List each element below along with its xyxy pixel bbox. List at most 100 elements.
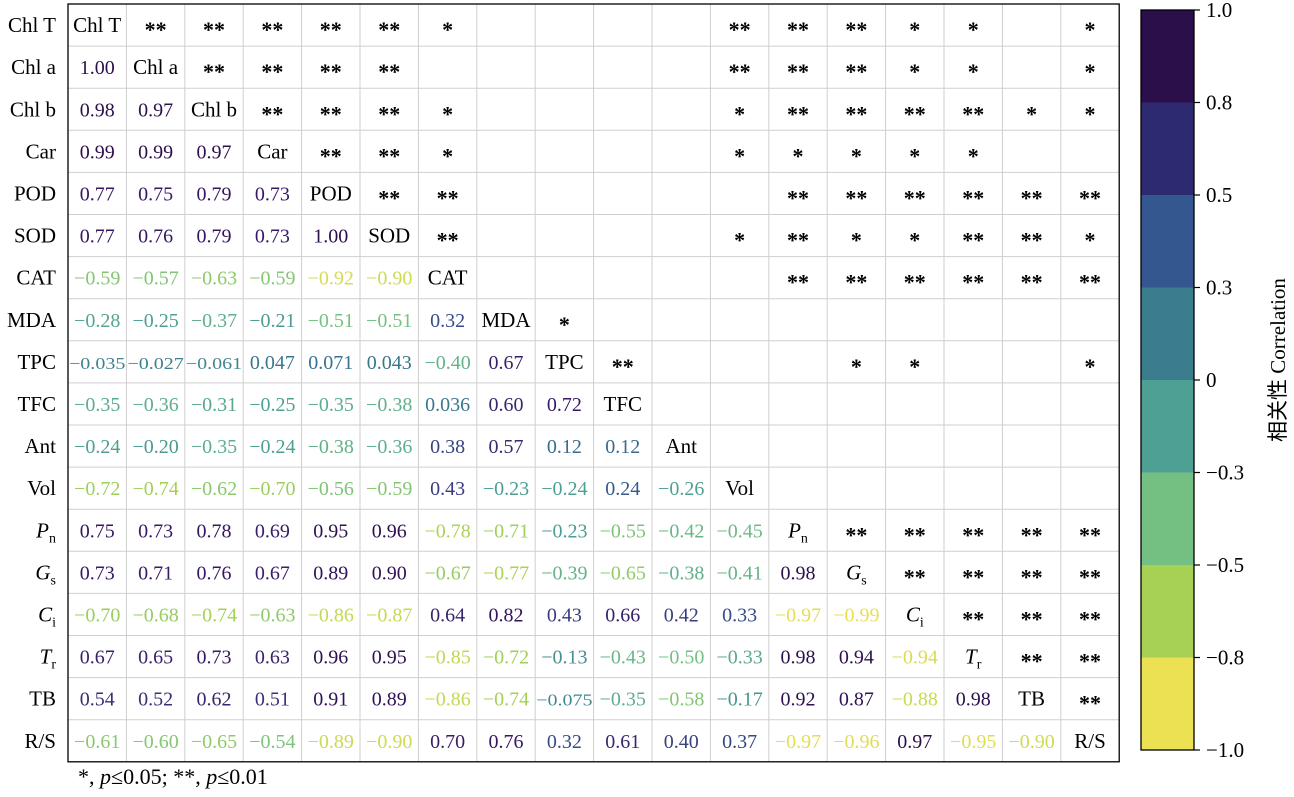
significance-mark: ** [1021,649,1043,674]
row-label-cat: CAT [16,266,56,290]
correlation-value: −0.42 [658,520,704,542]
correlation-value: 0.98 [80,99,115,121]
colorbar-tick-label: 0.3 [1206,276,1232,300]
significance-mark: * [851,228,862,253]
significance-mark: * [851,143,862,168]
correlation-value: −0.68 [132,604,178,626]
diagonal-label-chlt: Chl T [73,13,121,37]
correlation-value: −0.59 [366,478,412,500]
correlation-value: −0.24 [249,436,295,458]
correlation-value: 0.24 [605,478,640,500]
correlation-value: −0.62 [191,478,237,500]
significance-mark: * [968,59,979,84]
correlation-value: −0.37 [191,310,237,332]
correlation-value: 0.76 [197,562,232,584]
significance-mark: ** [378,143,400,168]
significance-mark: ** [1079,564,1101,589]
correlation-value: −0.075 [536,691,592,710]
correlation-value: −0.72 [483,647,529,669]
correlation-value: −0.70 [74,604,120,626]
colorbar-tick-label: −0.5 [1206,553,1244,577]
correlation-value: 0.94 [839,647,874,669]
row-label-mda: MDA [7,308,57,332]
significance-mark: ** [962,185,984,210]
significance-mark: ** [320,17,342,42]
row-label-chla: Chl a [11,55,57,79]
correlation-value: 0.73 [255,226,290,248]
significance-mark: ** [845,270,867,295]
correlation-value: −0.97 [775,604,821,626]
correlation-value: 0.77 [80,183,115,205]
significance-mark: ** [378,185,400,210]
significance-mark: ** [845,101,867,126]
correlation-value: 0.65 [138,647,173,669]
correlation-value: 0.72 [547,394,582,416]
colorbar-tick-label: −0.3 [1206,461,1244,485]
footnote-sig2-mark: ** [173,764,196,789]
significance-mark: ** [437,185,459,210]
correlation-value: −0.86 [308,604,354,626]
significance-mark: * [851,354,862,379]
correlation-value: 0.12 [547,436,582,458]
significance-mark: * [734,143,745,168]
correlation-value: 0.043 [367,352,412,374]
correlation-value: 0.79 [197,226,232,248]
significance-mark: ** [962,101,984,126]
correlation-value: 0.43 [547,604,582,626]
significance-mark: ** [845,59,867,84]
correlation-value: −0.86 [424,689,470,711]
significance-mark: * [1085,59,1096,84]
row-label-rs: R/S [24,729,56,753]
row-label-vol: Vol [27,476,56,500]
correlation-value: 0.67 [489,352,524,374]
significance-mark: ** [845,185,867,210]
significance-footnote: *, p≤0.05; **, p≤0.01 [78,764,268,789]
significance-mark: * [793,143,804,168]
significance-mark: * [1085,228,1096,253]
significance-mark: ** [904,522,926,547]
correlation-value: 0.71 [138,562,173,584]
row-label-tr: Tr [40,645,57,673]
correlation-value: −0.35 [74,394,120,416]
significance-mark: ** [845,522,867,547]
significance-mark: * [1085,17,1096,42]
significance-mark: ** [1021,228,1043,253]
significance-mark: * [442,143,453,168]
correlation-value: −0.77 [483,562,529,584]
significance-mark: ** [320,59,342,84]
significance-mark: ** [261,101,283,126]
colorbar-tick-label: 0.8 [1206,91,1232,115]
correlation-value: −0.87 [366,604,412,626]
correlation-value: 0.071 [308,352,353,374]
correlation-value: 0.75 [138,183,173,205]
significance-mark: ** [1021,564,1043,589]
significance-mark: * [1026,101,1037,126]
correlation-value: −0.65 [600,562,646,584]
correlation-value: −0.74 [132,478,178,500]
colorbar-bin [1141,472,1194,566]
correlation-value: −0.95 [950,731,996,753]
correlation-value: −0.99 [833,604,879,626]
correlation-value: −0.51 [366,310,412,332]
correlation-value: −0.17 [716,689,762,711]
correlation-value: −0.23 [541,520,587,542]
significance-mark: * [909,354,920,379]
correlation-value: 0.52 [138,689,173,711]
footnote-sig2-p: p [206,764,218,789]
footnote-sig1-p: p [100,764,111,789]
correlation-value: −0.51 [308,310,354,332]
correlation-value: 0.99 [138,141,173,163]
significance-mark: * [1085,354,1096,379]
significance-mark: ** [787,101,809,126]
correlation-value: 0.98 [781,647,816,669]
correlation-value: 0.73 [80,562,115,584]
colorbar-label: 相关性 Correlation [1266,278,1290,442]
correlation-value: −0.24 [74,436,120,458]
correlation-value: 0.87 [839,689,874,711]
significance-mark: ** [378,101,400,126]
row-label-gs: Gs [35,560,56,588]
significance-mark: * [442,101,453,126]
correlation-value: 0.43 [430,478,465,500]
significance-mark: ** [787,59,809,84]
correlation-value: 1.00 [313,226,348,248]
